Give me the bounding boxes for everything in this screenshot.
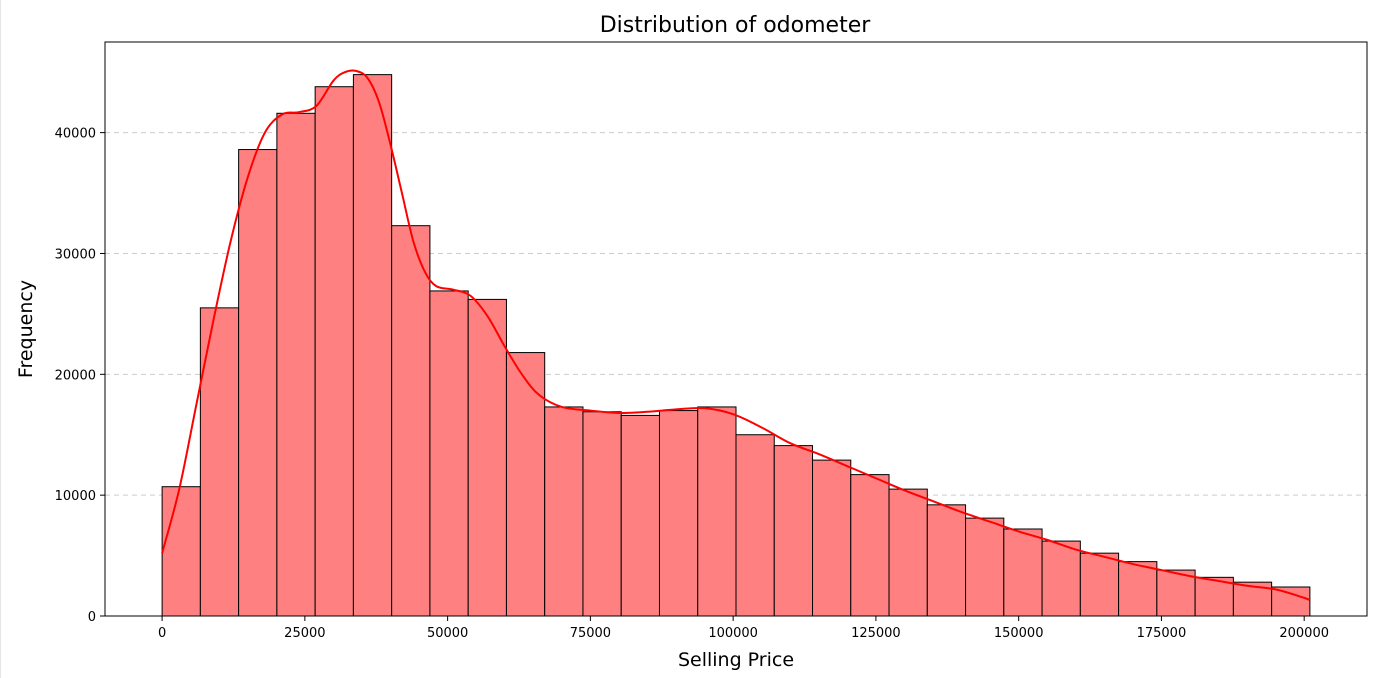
x-axis-ticks: 0 25000 50000 75000 100000 125000 150000 175000… bbox=[158, 616, 1329, 641]
histogram-bar-14 bbox=[697, 406, 737, 617]
histogram-bar-5 bbox=[352, 74, 393, 617]
histogram-bar-8 bbox=[467, 298, 507, 617]
histogram-bar-21 bbox=[965, 517, 1005, 617]
histogram-bar-19 bbox=[888, 488, 928, 617]
plot-frame bbox=[104, 41, 1368, 617]
page-left-border bbox=[0, 0, 1, 678]
x-tick-label-0: 0 bbox=[158, 626, 166, 641]
x-tick-label-5: 125000 bbox=[851, 626, 901, 641]
histogram-bar-26 bbox=[1156, 569, 1196, 617]
x-axis-label: Selling Price bbox=[678, 649, 794, 671]
histogram-bar-10 bbox=[544, 406, 584, 617]
histogram-bar-1 bbox=[199, 307, 240, 617]
histogram-bar-13 bbox=[658, 410, 699, 617]
histogram-bar-9 bbox=[505, 352, 546, 617]
x-tick-label-4: 100000 bbox=[708, 626, 758, 641]
histogram-bar-17 bbox=[812, 459, 852, 617]
histogram-bar-16 bbox=[773, 445, 814, 617]
histogram-bar-23 bbox=[1041, 540, 1081, 617]
y-axis-label: Frequency bbox=[15, 280, 37, 378]
histogram-bar-6 bbox=[391, 225, 431, 617]
histogram-bar-27 bbox=[1194, 576, 1234, 617]
histogram-bar-18 bbox=[850, 474, 890, 617]
histogram-bar-24 bbox=[1079, 552, 1120, 617]
x-tick-label-8: 200000 bbox=[1279, 626, 1329, 641]
y-tick-label-4: 40000 bbox=[55, 127, 96, 142]
x-tick-label-1: 25000 bbox=[284, 626, 325, 641]
histogram-bar-3 bbox=[276, 112, 316, 617]
histogram-bar-12 bbox=[620, 414, 660, 617]
histogram-bar-11 bbox=[582, 411, 622, 617]
y-tick-label-0: 0 bbox=[88, 610, 96, 625]
histogram-bar-20 bbox=[926, 504, 967, 617]
x-tick-label-3: 75000 bbox=[570, 626, 611, 641]
histogram-bar-25 bbox=[1118, 561, 1158, 617]
histogram-bars bbox=[161, 74, 1311, 617]
y-tick-label-3: 30000 bbox=[55, 247, 96, 262]
x-tick-label-6: 150000 bbox=[994, 626, 1044, 641]
histogram-bar-29 bbox=[1271, 586, 1311, 617]
histogram-bar-2 bbox=[238, 149, 278, 617]
y-tick-label-2: 20000 bbox=[55, 368, 96, 383]
kde-curve bbox=[161, 69, 1311, 602]
histogram-bar-7 bbox=[429, 290, 469, 617]
histogram-bar-22 bbox=[1003, 528, 1043, 617]
chart-title: Distribution of odometer bbox=[600, 13, 872, 38]
histogram-bar-0 bbox=[161, 486, 201, 617]
y-axis-ticks: 0 10000 20000 30000 40000 bbox=[55, 127, 105, 625]
x-tick-label-2: 50000 bbox=[427, 626, 468, 641]
histogram-bar-4 bbox=[314, 86, 354, 617]
histogram-bar-15 bbox=[735, 434, 775, 617]
x-tick-label-7: 175000 bbox=[1137, 626, 1187, 641]
y-tick-label-1: 10000 bbox=[55, 489, 96, 504]
